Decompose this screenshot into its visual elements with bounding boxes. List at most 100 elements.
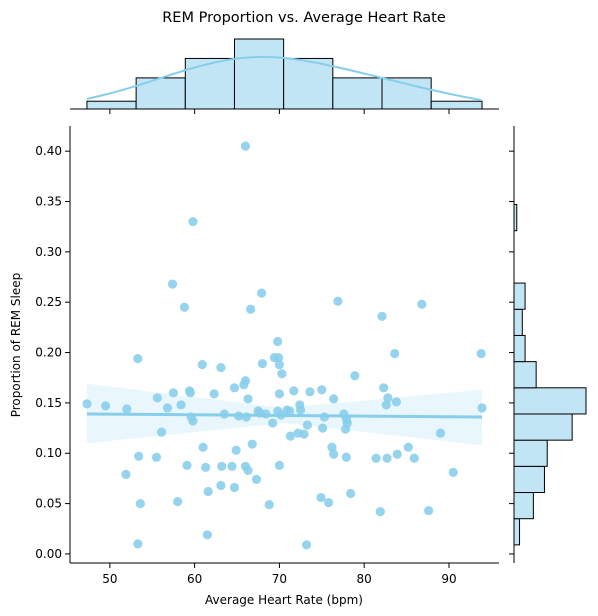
data-point-96 [203, 486, 213, 497]
data-point-34 [243, 394, 253, 404]
data-point-94 [251, 474, 262, 485]
data-point-83 [392, 449, 402, 459]
data-point-9 [273, 336, 283, 347]
top-hist-bar-3 [233, 38, 285, 110]
data-point-3 [257, 288, 267, 298]
y-tick-label: 0.20 [35, 346, 62, 360]
data-point-19 [277, 369, 287, 379]
data-point-69 [299, 429, 309, 439]
right-hist-bar-5 [513, 387, 587, 415]
data-point-30 [289, 386, 299, 396]
data-point-24 [379, 383, 389, 393]
data-point-84 [409, 453, 419, 463]
data-point-33 [152, 393, 162, 403]
data-point-66 [340, 424, 351, 434]
data-point-73 [198, 442, 208, 452]
data-point-80 [341, 452, 351, 462]
data-point-18 [274, 360, 285, 370]
data-point-5 [245, 304, 256, 314]
x-tick-label: 60 [187, 572, 202, 586]
data-point-70 [285, 431, 296, 441]
data-point-81 [371, 453, 381, 463]
y-tick-label: 0.25 [35, 295, 62, 309]
y-axis-ticks: 0.00 0.05 0.10 0.15 0.20 0.25 0.30 0.35 0.40 [35, 144, 70, 561]
data-point-102 [264, 499, 274, 510]
data-point-88 [227, 461, 237, 471]
x-tick-label: 90 [441, 572, 456, 586]
right-marginal-histogram [513, 205, 587, 546]
data-point-101 [173, 496, 183, 507]
data-point-13 [390, 348, 400, 359]
data-point-71 [435, 428, 446, 438]
top-marginal-histogram [86, 38, 483, 110]
data-point-104 [375, 507, 385, 517]
data-point-82 [382, 453, 392, 463]
top-hist-bar-2 [184, 57, 235, 110]
data-point-72 [247, 439, 257, 449]
data-point-17 [257, 359, 268, 369]
data-point-37 [391, 397, 402, 407]
data-point-67 [156, 427, 167, 437]
data-point-75 [327, 442, 337, 452]
top-hist-bar-4 [283, 57, 334, 110]
data-point-65 [318, 423, 328, 433]
y-tick-label: 0.05 [35, 497, 62, 511]
data-point-60 [188, 416, 198, 426]
data-point-76 [403, 442, 413, 452]
data-point-106 [202, 530, 212, 540]
data-point-36 [383, 393, 393, 403]
right-hist-bar-2 [513, 465, 545, 494]
data-point-23 [239, 380, 249, 390]
data-point-107 [133, 539, 143, 549]
data-point-77 [134, 451, 144, 461]
data-point-50 [296, 405, 306, 415]
y-tick-label: 0.00 [35, 547, 62, 561]
data-point-26 [185, 388, 195, 398]
y-tick-label: 0.40 [35, 144, 62, 158]
top-hist-bar-6 [381, 77, 432, 110]
data-point-29 [274, 389, 285, 399]
data-point-62 [302, 420, 312, 430]
data-point-14 [476, 348, 486, 359]
y-tick-label: 0.30 [35, 245, 62, 259]
right-hist-bar-1 [513, 492, 534, 520]
data-point-16 [216, 363, 226, 373]
top-kde-curve [86, 56, 482, 101]
data-point-12 [273, 352, 284, 363]
data-point-7 [417, 299, 427, 309]
data-point-32 [317, 385, 327, 395]
chart-title: REM Proportion vs. Average Heart Rate [162, 10, 446, 26]
data-point-42 [122, 404, 132, 414]
data-point-103 [323, 497, 334, 508]
regression-line [86, 412, 483, 419]
data-point-15 [197, 360, 207, 370]
scatter-points [82, 141, 487, 550]
data-point-1 [188, 217, 198, 227]
scatter-plot-area [82, 141, 487, 550]
data-point-27 [168, 388, 179, 398]
data-point-97 [229, 482, 240, 493]
data-point-105 [424, 506, 434, 516]
x-tick-label: 70 [272, 572, 287, 586]
data-point-86 [201, 462, 211, 472]
data-point-40 [176, 400, 186, 410]
x-tick-label: 50 [102, 572, 117, 586]
right-hist-bar-8 [513, 308, 523, 336]
data-point-31 [305, 387, 315, 397]
right-hist-bar-3 [513, 439, 548, 467]
y-tick-label: 0.15 [35, 396, 62, 410]
data-point-74 [231, 445, 241, 455]
right-marginal-ticks [509, 150, 514, 555]
data-point-87 [217, 461, 227, 471]
right-hist-bar-9 [513, 282, 526, 310]
top-hist-bar-7 [430, 100, 483, 110]
data-point-0 [240, 141, 251, 151]
data-point-92 [448, 467, 458, 477]
y-tick-label: 0.10 [35, 446, 62, 460]
data-point-90 [243, 465, 253, 475]
top-hist-bar-5 [332, 77, 383, 110]
data-point-41 [381, 400, 391, 410]
right-hist-bar-7 [513, 334, 526, 363]
data-point-6 [333, 296, 343, 306]
y-axis-label: Proportion of REM Sleep [9, 273, 23, 418]
